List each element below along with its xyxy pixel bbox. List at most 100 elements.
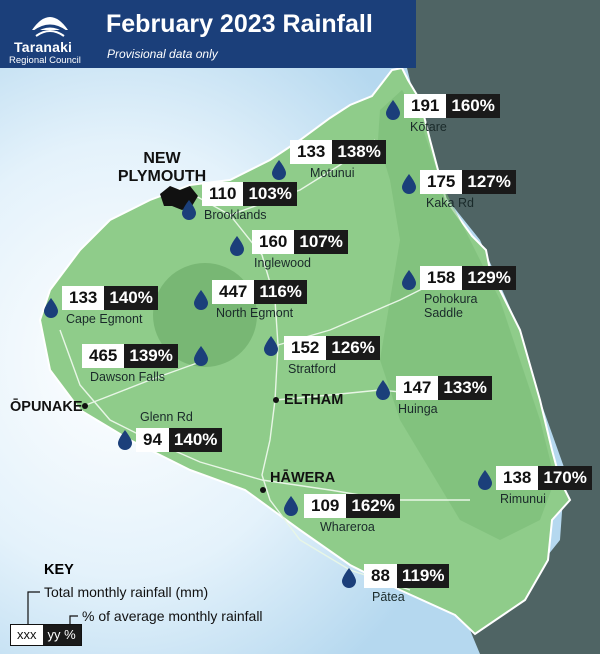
key-sample-percent: yy % (42, 625, 81, 645)
key-title: KEY (44, 562, 74, 578)
station-name: Huinga (398, 402, 438, 416)
town-label-hawera: HĀWERA (270, 470, 336, 486)
rainfall-mm: 109 (304, 494, 347, 518)
raindrop-icon (284, 496, 298, 516)
rainfall-value-box: 133 140% (62, 286, 158, 310)
town-label-eltham: ELTHAM (284, 392, 344, 408)
town-dot-hawera (260, 487, 266, 493)
key-leader-lines (27, 591, 78, 624)
rainfall-percent: 140% (168, 428, 223, 452)
rainfall-percent: 127% (462, 170, 516, 194)
station-name: Dawson Falls (90, 370, 166, 384)
inland-region (405, 0, 600, 654)
ranges-shading (378, 90, 555, 540)
raindrop-icon (264, 336, 278, 356)
key-percent-average-label: % of average monthly rainfall (82, 608, 263, 624)
station-name: Kōtare (410, 120, 447, 134)
rainfall-percent: 170% (538, 466, 592, 490)
raindrop-icon (402, 174, 416, 194)
rainfall-mm: 88 (364, 564, 397, 588)
rainfall-value-box: 175 127% (420, 170, 516, 194)
rainfall-value-box: 158 129% (420, 266, 516, 290)
rainfall-mm: 147 (396, 376, 439, 400)
raindrop-icon (386, 100, 400, 120)
rainfall-percent: 116% (254, 280, 307, 304)
raindrop-icon (478, 470, 492, 490)
rainfall-percent: 138% (332, 140, 386, 164)
rainfall-value-box: 94 140% (136, 428, 223, 452)
station-name: Cape Egmont (66, 312, 143, 326)
rainfall-mm: 175 (420, 170, 463, 194)
rainfall-mm: 138 (496, 466, 539, 490)
rainfall-value-box: 152 126% (284, 336, 380, 360)
rainfall-mm: 94 (136, 428, 169, 452)
rainfall-value-box: 138 170% (496, 466, 592, 490)
rainfall-value-box: 110 103% (202, 182, 297, 206)
station-name: Kaka Rd (426, 196, 474, 210)
raindrop-icon (230, 236, 244, 256)
rainfall-value-box: 133 138% (290, 140, 386, 164)
station-name: North Egmont (216, 306, 294, 320)
rainfall-percent: 140% (104, 286, 158, 310)
rainfall-percent: 129% (462, 266, 516, 290)
key-total-rainfall-label: Total monthly rainfall (mm) (44, 584, 209, 600)
station-name: Brooklands (204, 208, 267, 222)
rainfall-percent: 162% (346, 494, 400, 518)
raindrop-icon (402, 270, 416, 290)
town-dot-eltham (273, 397, 279, 403)
page-subtitle: Provisional data only (107, 47, 218, 61)
raindrop-icon (118, 430, 132, 450)
rainfall-percent: 119% (396, 564, 450, 588)
raindrop-icon (44, 298, 58, 318)
rainfall-mm: 110 (202, 182, 244, 206)
station-name: Inglewood (254, 256, 311, 270)
rainfall-mm: 447 (212, 280, 255, 304)
raindrop-icon (194, 290, 208, 310)
rainfall-value-box: 160 107% (252, 230, 348, 254)
rainfall-value-box: 191 160% (404, 94, 500, 118)
station-name: Motunui (310, 166, 355, 180)
rainfall-percent: 103% (243, 182, 297, 206)
rainfall-mm: 160 (252, 230, 295, 254)
station-name: Stratford (288, 362, 336, 376)
rainfall-mm: 133 (290, 140, 333, 164)
page-title: February 2023 Rainfall (106, 10, 373, 38)
raindrop-icon (182, 200, 196, 220)
rainfall-percent: 139% (124, 344, 178, 368)
wave-mountain-icon (32, 17, 68, 37)
raindrop-icon (376, 380, 390, 400)
town-label-opunake: ŌPUNAKE (10, 399, 83, 415)
rainfall-value-box: 447 116% (212, 280, 307, 304)
rainfall-mm: 133 (62, 286, 105, 310)
town-dot-opunake (82, 403, 88, 409)
rainfall-mm: 152 (284, 336, 327, 360)
rainfall-value-box: 147 133% (396, 376, 492, 400)
raindrop-icon (194, 346, 208, 366)
rainfall-percent: 133% (438, 376, 492, 400)
station-name: Pohokura Saddle (424, 292, 478, 320)
rainfall-value-box: 465 139% (82, 344, 178, 368)
rainfall-percent: 126% (326, 336, 380, 360)
logo-text-regional-council: Regional Council (9, 55, 81, 66)
header-banner: Taranaki Regional Council February 2023 … (0, 0, 416, 68)
key-sample-mm: xxx (11, 625, 43, 645)
raindrop-icon (272, 160, 286, 180)
rainfall-mm: 158 (420, 266, 463, 290)
rainfall-mm: 465 (82, 344, 125, 368)
rainfall-percent: 160% (446, 94, 500, 118)
key-sample-box: xxx yy % (10, 624, 82, 646)
rainfall-value-box: 88 119% (364, 564, 450, 588)
town-label-new-plymouth: NEW PLYMOUTH (117, 150, 207, 185)
map-key: KEY Total monthly rainfall (mm) % of ave… (8, 562, 308, 652)
council-logo: Taranaki Regional Council (6, 4, 92, 66)
station-name: Pātea (372, 590, 405, 604)
raindrop-icon (342, 568, 356, 588)
rainfall-value-box: 109 162% (304, 494, 400, 518)
station-name: Rimunui (500, 492, 546, 506)
station-name: Whareroa (320, 520, 375, 534)
rainfall-mm: 191 (404, 94, 447, 118)
rainfall-percent: 107% (294, 230, 348, 254)
logo-text-taranaki: Taranaki (14, 39, 73, 55)
